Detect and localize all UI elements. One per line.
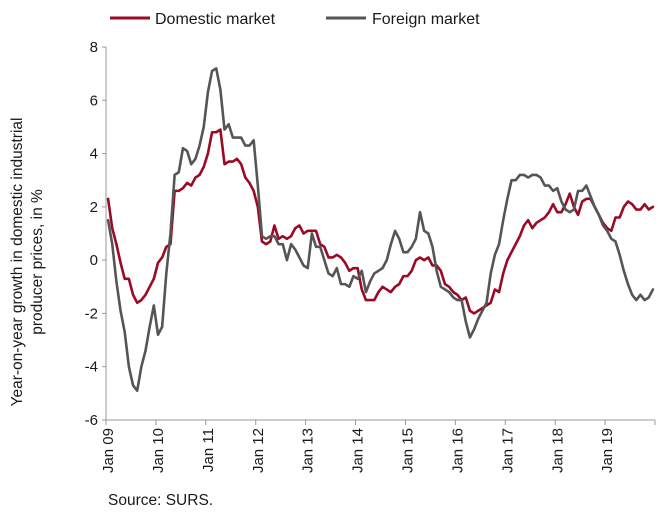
y-tick-label: -6 (85, 412, 98, 429)
x-tick-label: Jan 13 (300, 428, 317, 473)
legend: Domestic market Foreign market (110, 11, 480, 28)
axes (102, 46, 656, 425)
series-line-foreign (106, 67, 655, 392)
y-axis-title-line-1: Year-on-year growth in domestic industri… (9, 118, 26, 407)
series-lines (106, 67, 655, 392)
y-tick-label: 2 (90, 199, 98, 216)
y-tick-label: -4 (85, 359, 98, 376)
x-tick-label: Jan 17 (499, 428, 516, 473)
y-axis-title: Year-on-year growth in domestic industri… (9, 118, 46, 407)
y-tick-label: 0 (90, 252, 98, 269)
source-note: Source: SURS. (108, 492, 214, 509)
x-tick-label: Jan 16 (449, 428, 466, 473)
y-tick-label: -2 (85, 305, 98, 322)
x-tick-label: Jan 11 (200, 428, 217, 472)
y-tick-label: 6 (90, 92, 98, 109)
y-tick-label: 4 (90, 146, 98, 163)
x-tick-label: Jan 14 (350, 428, 367, 473)
x-tick-label: Jan 18 (549, 428, 566, 473)
x-tick-label: Jan 10 (150, 428, 167, 473)
x-tick-label: Jan 15 (400, 428, 417, 473)
y-axis-title-line-2: producer prices, in % (29, 189, 46, 335)
series-line-domestic (106, 128, 655, 315)
legend-label-foreign: Foreign market (372, 11, 480, 28)
legend-label-domestic: Domestic market (155, 11, 276, 28)
x-tick-label: Jan 12 (250, 428, 267, 473)
x-tick-label: Jan 09 (100, 428, 117, 473)
tick-labels: -6 -4 -2 0 2 4 6 8 Jan 09 Jan 10 Jan 11 Jan 12 Jan 1… (85, 39, 617, 473)
x-tick-label: Jan 19 (599, 428, 616, 473)
y-tick-label: 8 (90, 39, 98, 56)
